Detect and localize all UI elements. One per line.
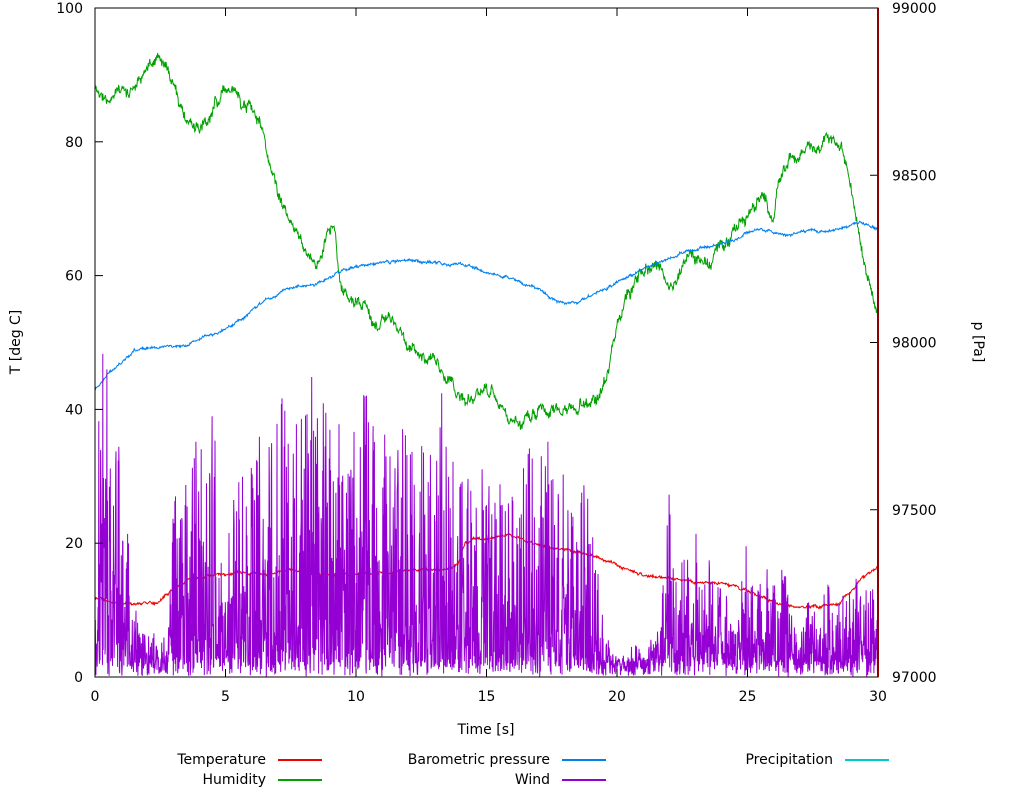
- x-tick-label: 5: [221, 689, 230, 705]
- legend-label-temperature: Temperature: [177, 752, 266, 768]
- wind-series-line: [94, 353, 879, 677]
- legend-label-humidity: Humidity: [202, 772, 266, 788]
- temperature-line-swatch: [278, 759, 322, 761]
- legend-label-wind: Wind: [514, 772, 550, 788]
- x-tick-label: 30: [869, 689, 887, 705]
- x-tick-label: 20: [608, 689, 626, 705]
- left-y-tick-label: 40: [65, 402, 83, 418]
- right-y-axis-title: p [Pa]: [970, 321, 986, 363]
- barometric-pressure-line-swatch: [562, 759, 606, 761]
- right-y-tick-label: 97000: [892, 670, 937, 686]
- legend-label-barometric-pressure: Barometric pressure: [407, 752, 550, 768]
- left-y-tick-label: 20: [65, 536, 83, 552]
- legend-item-precipitation: Precipitation: [606, 750, 889, 770]
- left-y-axis-title: T [deg C]: [8, 309, 24, 375]
- x-tick-label: 25: [739, 689, 757, 705]
- humidity-line-swatch: [278, 779, 322, 781]
- right-y-tick-label: 98000: [892, 336, 937, 352]
- barometric-pressure-series-line: [94, 220, 879, 391]
- left-y-tick-label: 80: [65, 135, 83, 151]
- x-tick-label: 15: [478, 689, 496, 705]
- x-tick-label: 10: [347, 689, 365, 705]
- left-y-tick-label: 100: [56, 1, 83, 17]
- right-y-tick-label: 98500: [892, 168, 937, 184]
- legend-item-barometric-pressure: Barometric pressure: [322, 750, 606, 770]
- x-axis-title: Time [s]: [457, 722, 515, 738]
- humidity-series-line: [94, 52, 879, 430]
- precipitation-line-swatch: [845, 759, 889, 761]
- legend-label-precipitation: Precipitation: [745, 752, 833, 768]
- left-y-tick-label: 0: [74, 670, 83, 686]
- right-y-tick-label: 99000: [892, 1, 937, 17]
- legend-item-temperature: Temperature: [0, 750, 322, 770]
- wind-line-swatch: [562, 779, 606, 781]
- plot-area: 0 5 10 15 20 25 30 0 20 40 60 80 100 97000 97500 98000 9…: [56, 1, 937, 705]
- left-y-tick-label: 60: [65, 269, 83, 285]
- x-tick-label: 0: [91, 689, 100, 705]
- legend-item-humidity: Humidity: [0, 770, 322, 790]
- legend-item-wind: Wind: [322, 770, 606, 790]
- chart-legend: Temperature Barometric pressure Precipit…: [0, 750, 889, 790]
- right-y-tick-label: 97500: [892, 503, 937, 519]
- series-group: [94, 52, 879, 677]
